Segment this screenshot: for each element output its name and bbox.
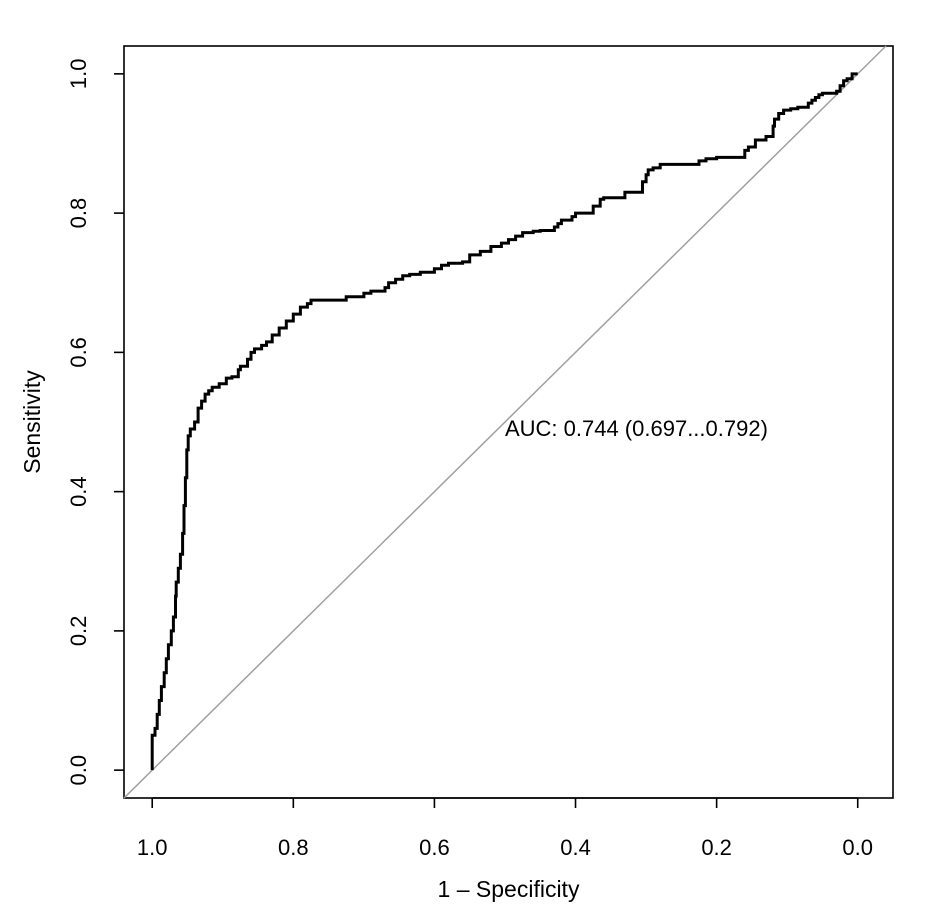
- x-tick-label: 0.0: [842, 835, 873, 860]
- x-tick-label: 0.4: [560, 835, 591, 860]
- y-tick-label: 0.2: [66, 616, 91, 647]
- y-tick-label: 1.0: [66, 59, 91, 90]
- y-tick-label: 0.4: [66, 476, 91, 507]
- reference-diagonal-line: [123, 45, 887, 799]
- roc-curve-line: [150, 72, 858, 771]
- auc-annotation: AUC: 0.744 (0.697...0.792): [505, 416, 768, 441]
- x-tick-label: 0.6: [419, 835, 450, 860]
- y-tick-label: 0.8: [66, 198, 91, 229]
- y-axis-ticks: 0.0 0.2 0.4 0.6 0.8 1.0: [66, 59, 124, 786]
- x-tick-label: 1.0: [137, 835, 168, 860]
- y-tick-label: 0.0: [66, 755, 91, 786]
- y-tick-label: 0.6: [66, 337, 91, 368]
- x-axis-title: 1 – Specificity: [438, 876, 580, 902]
- x-axis-ticks: 1.0 0.8 0.6 0.4 0.2 0.0: [137, 797, 873, 860]
- y-axis-title: Sensitivity: [19, 370, 45, 474]
- x-tick-label: 0.8: [278, 835, 309, 860]
- x-tick-label: 0.2: [701, 835, 732, 860]
